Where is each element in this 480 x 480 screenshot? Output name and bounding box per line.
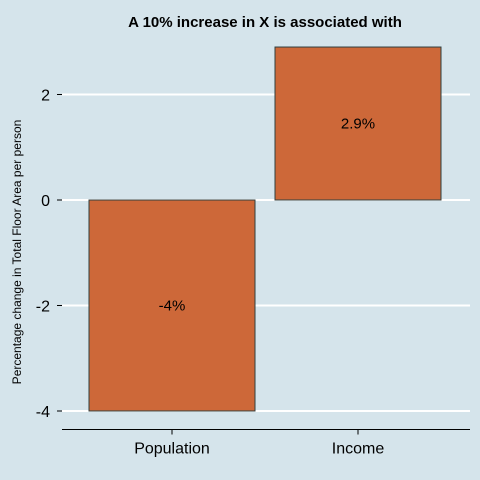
data-labels: -4% 2.9% (159, 116, 375, 315)
data-label-population: -4% (159, 298, 186, 315)
data-label-income: 2.9% (341, 116, 375, 133)
y-axis-label: Percentage change in Total Floor Area pe… (10, 120, 24, 385)
y-tick-label: -4 (36, 404, 50, 421)
bar-income (274, 46, 442, 201)
x-tick-label-population: Population (134, 440, 210, 457)
bar-population (88, 199, 256, 412)
chart-title: A 10% increase in X is associated with (128, 14, 402, 31)
y-tick-label: 2 (41, 88, 50, 105)
bars (88, 46, 442, 412)
axes: -4 -2 0 2 Population Income (36, 88, 470, 457)
y-tick-label: -2 (36, 299, 50, 316)
y-tick-label: 0 (41, 193, 50, 210)
x-tick-label-income: Income (332, 440, 385, 457)
